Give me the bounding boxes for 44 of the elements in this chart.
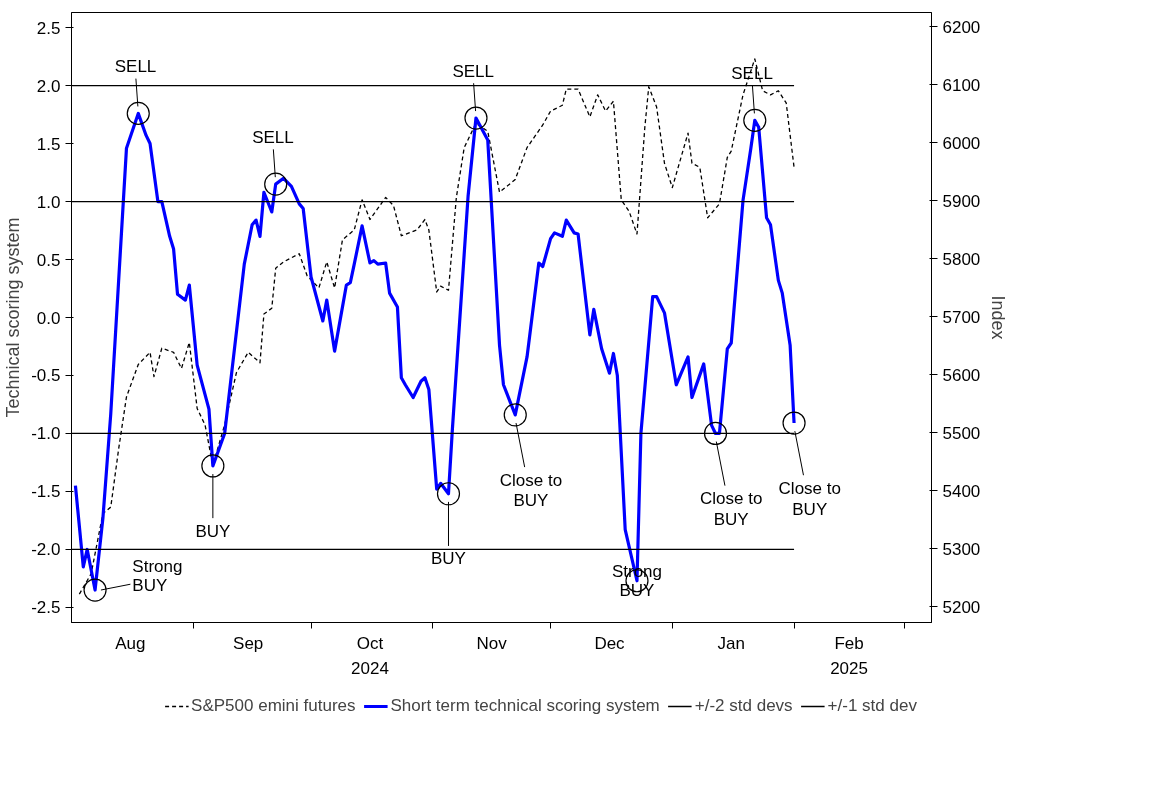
legend-label: +/-2 std devs xyxy=(694,696,793,716)
y-axis-title: Technical scoring system xyxy=(3,217,24,418)
y-tick-label: 0.5 xyxy=(36,250,61,270)
annotation: BUY xyxy=(431,549,466,569)
y-tick-label: -1.0 xyxy=(31,424,61,444)
y2-tick-label: 6000 xyxy=(942,133,981,153)
x-tick-label: Feb 2025 xyxy=(830,633,868,679)
y-tick-label: 2.5 xyxy=(36,18,61,38)
y-tick-label: -1.5 xyxy=(31,482,61,502)
y2-tick-label: 5300 xyxy=(942,539,981,559)
y-tick-label: 1.5 xyxy=(36,134,61,154)
y2-tick-label: 6200 xyxy=(942,18,981,37)
x-tick-label: Nov xyxy=(476,633,508,653)
y-tick-label: 0.0 xyxy=(36,308,61,328)
y2-tick-label: 5700 xyxy=(942,307,981,327)
legend-label: +/-1 std dev xyxy=(827,696,917,716)
legend-label: S&P500 emini futures xyxy=(191,696,356,716)
x-tick-label: Jan xyxy=(717,633,745,653)
legend-label: Short term technical scoring system xyxy=(390,696,660,716)
y2-tick-label: 5500 xyxy=(942,423,981,443)
annotation: SELL xyxy=(114,57,157,77)
x-tick-label: Aug xyxy=(115,633,146,653)
annotation: Close to BUY xyxy=(499,470,563,511)
y2-tick-label: 5400 xyxy=(942,481,981,501)
y-tick-label: 2.0 xyxy=(36,76,61,96)
x-tick-label: Sep xyxy=(233,633,264,653)
y-tick-label: -0.5 xyxy=(31,366,61,386)
x-tick-label: Dec xyxy=(594,633,626,653)
annotation: SELL xyxy=(452,61,495,81)
y-tick-label: -2.0 xyxy=(31,540,61,560)
annotation: SELL xyxy=(252,128,294,148)
annotation: BUY xyxy=(195,521,231,541)
y2-tick-label: 5600 xyxy=(942,365,981,385)
y-tick-label: 1.0 xyxy=(36,192,61,212)
x-tick-label: Oct 2024 xyxy=(351,633,389,679)
y2-tick-label: 5200 xyxy=(942,597,981,617)
y-tick-label: -2.5 xyxy=(31,598,61,618)
annotation: Close to BUY xyxy=(778,478,841,519)
y2-tick-label: 5900 xyxy=(942,191,981,211)
y2-tick-label: 6100 xyxy=(942,75,981,95)
y2-tick-label: 5800 xyxy=(942,249,981,269)
annotation: Close to BUY xyxy=(700,489,763,530)
y2-axis-title: Index xyxy=(988,295,1009,340)
annotation: Strong BUY xyxy=(132,557,183,596)
